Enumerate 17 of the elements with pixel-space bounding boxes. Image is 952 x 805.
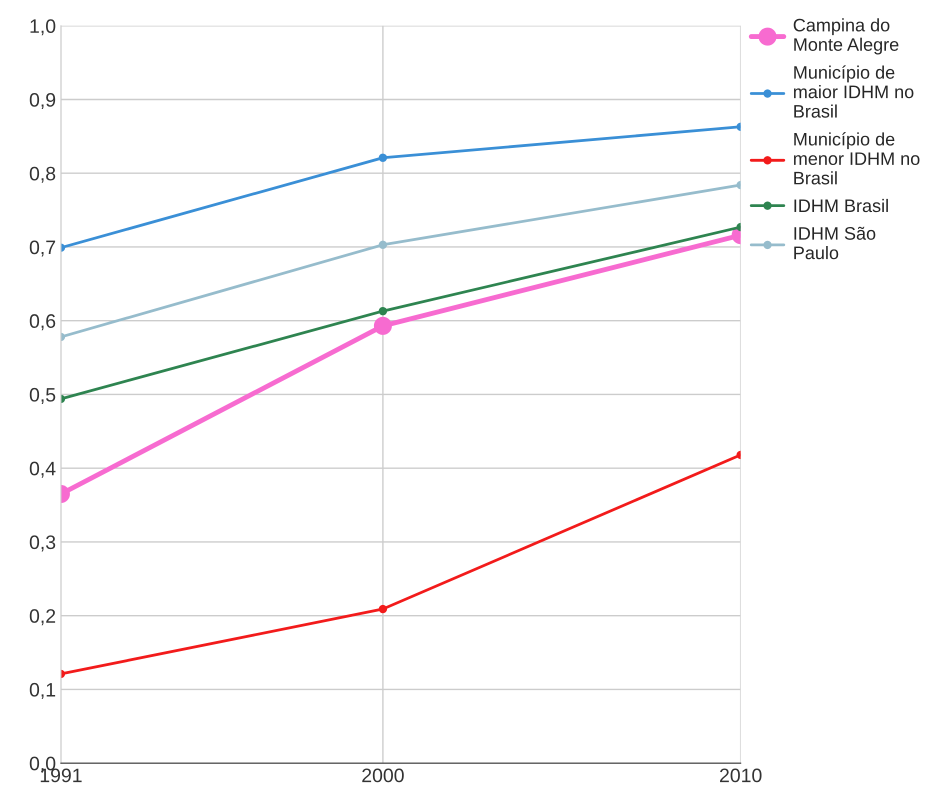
- x-tick-label: 2010: [720, 768, 762, 782]
- x-tick-label: 2000: [362, 768, 404, 782]
- y-tick-label: 0,6: [30, 314, 56, 330]
- legend-label: IDHM São Paulo: [794, 226, 876, 260]
- legend-label: Município de maior IDHM no Brasil: [794, 65, 914, 118]
- y-tick-label: 0,9: [30, 92, 56, 110]
- legend-label: Campina do Monte Alegre: [794, 18, 898, 55]
- y-tick-label: 0,8: [30, 166, 56, 183]
- y-tick-label: 0,3: [30, 535, 56, 552]
- legend-label: Município de menor IDHM no Brasil: [794, 132, 920, 184]
- y-tick-label: 0,7: [30, 240, 56, 257]
- y-tick-label: 0,1: [30, 682, 56, 699]
- y-tick-label: 0,2: [30, 609, 56, 626]
- y-tick-label: 1,0: [30, 19, 56, 36]
- y-tick-label: 0,5: [30, 388, 56, 404]
- y-tick-label: 0,4: [30, 462, 56, 478]
- legend-label: IDHM Brasil: [794, 198, 888, 212]
